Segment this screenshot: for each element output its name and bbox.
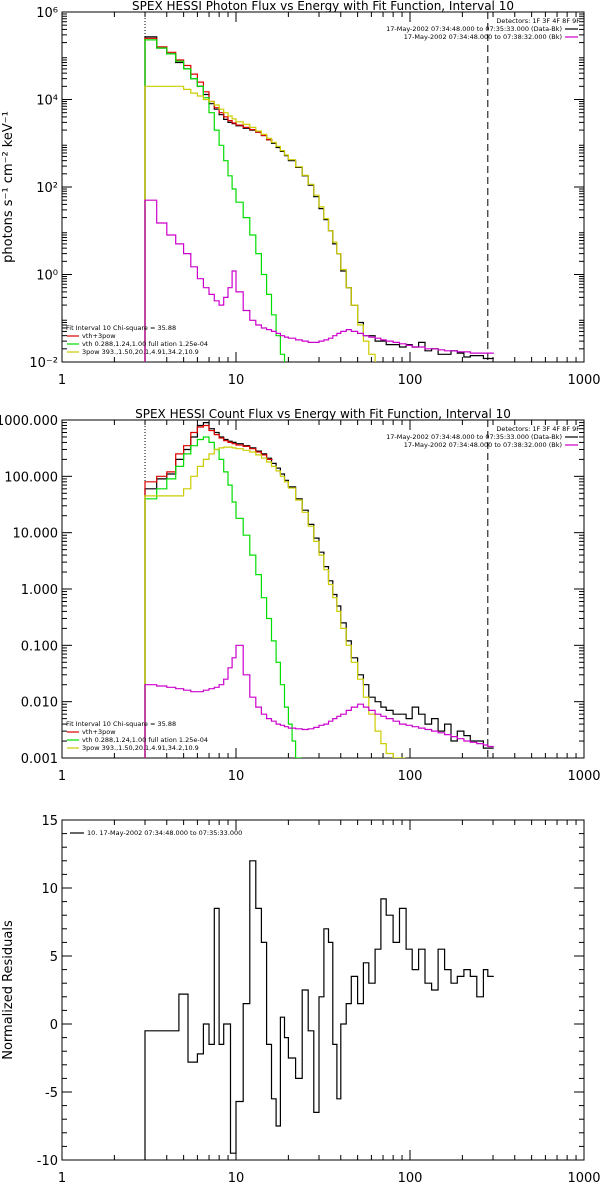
x-tick-label: 1000 [567,769,600,784]
series-line [144,422,494,758]
legend-entry: 17-May-2002 07:34:48.000 to 07:38:32.000… [404,33,562,41]
chart-title: SPEX HESSI Photon Flux vs Energy with Fi… [132,0,514,13]
legend-entry: Fit Interval 10 Chi-square = 35.88 [66,324,176,332]
legend-entry: 17-May-2002 07:34:48.000 to 07:38:32.000… [404,441,562,449]
legend-entry: 17-May-2002 07:34:48.000 to 07:35:33.000… [386,25,562,33]
plot-frame [61,11,585,363]
legend-entry: Detectors: 1F 3F 4F 8F 9F [496,17,580,25]
y-tick-label: 100.000 [4,470,58,485]
plot-frame [61,819,585,1161]
x-tick-label: 1 [58,769,66,784]
y-tick-label: 1000.000 [0,414,58,429]
y-tick-label: -5 [45,1086,58,1101]
series-group [144,860,494,1160]
legend-entry: 3pow 393.,1.50,20.1,4.91,34.2,10.9 [82,744,199,752]
legend-entry: vth+3pow [82,332,116,340]
x-tick-label: 10 [228,373,245,388]
y-tick-label: 5 [50,950,58,965]
chart-panel-1: 1 10 100 1000 10⁻² 10⁰ 10² 10⁴ 10⁶ SPEX HESSI Pho… [1,0,600,388]
series-line [144,39,286,362]
y-tick-label: 15 [41,814,58,829]
series-line [144,644,494,758]
y-tick-label: 10⁻² [29,356,58,371]
series-line [144,436,302,758]
y-tick-label: 10.000 [13,527,59,542]
chart-title: SPEX HESSI Count Flux vs Energy with Fit… [135,407,511,421]
y-tick-label: 10⁶ [36,6,58,21]
legend-entry: vth+3pow [82,728,116,736]
legend-entry: 10. 17-May-2002 07:34:48.000 to 07:35:33… [87,829,242,837]
series-group [144,422,494,758]
x-tick-label: 100 [398,769,423,784]
x-tick-label: 10 [228,769,245,784]
x-tick-label: 1 [58,373,66,388]
x-tick-label: 1 [58,1171,66,1186]
plot-frame [61,419,585,759]
y-tick-label: 0.100 [21,639,58,654]
y-axis-label: photons s⁻¹ cm⁻² keV⁻¹ [1,111,16,263]
series-group [144,36,494,362]
y-tick-label: 10⁰ [36,269,58,284]
series-line [144,37,273,362]
y-tick-label: 0.001 [21,752,58,767]
chart-panel-2: 1 10 100 1000 0.001 0.010 0.100 1.000 10.000 100.… [0,407,600,784]
x-tick-label: 10 [228,1171,245,1186]
x-tick-label: 1000 [567,1171,600,1186]
x-tick-label: 100 [398,1171,423,1186]
series-line [144,85,376,362]
x-tick-label: 100 [398,373,423,388]
y-tick-label: 1.000 [21,583,58,598]
series-line [144,446,406,758]
y-tick-label: 0.010 [21,696,58,711]
x-tick-label: 1000 [567,373,600,388]
y-tick-label: 10 [41,882,58,897]
y-tick-label: 10⁴ [36,94,58,109]
series-line [144,199,494,362]
legend-entry: Detectors: 1F 3F 4F 8F 9F [496,425,580,433]
y-tick-label: 10² [36,181,58,196]
y-tick-label: 0 [50,1018,58,1033]
chart-panel-3: 1 10 100 1000 -10 -5 0 5 10 15 Normalized Residual… [1,814,600,1186]
y-axis-label: Normalized Residuals [1,920,16,1060]
legend-entry: vth 0.288,1.24,1.00 full ation 1.25e-04 [82,340,208,348]
legend-entry: vth 0.288,1.24,1.00 full ation 1.25e-04 [82,736,208,744]
series-line [144,424,273,758]
legend-entry: 17-May-2002 07:34:48.000 to 07:35:33.000… [386,433,562,441]
y-tick-label: -10 [37,1154,58,1169]
series-line [144,860,494,1160]
legend-entry: Fit Interval 10 Chi-square = 35.88 [66,720,176,728]
legend-entry: 3pow 393.,1.50,20.1,4.91,34.2,10.9 [82,348,199,356]
